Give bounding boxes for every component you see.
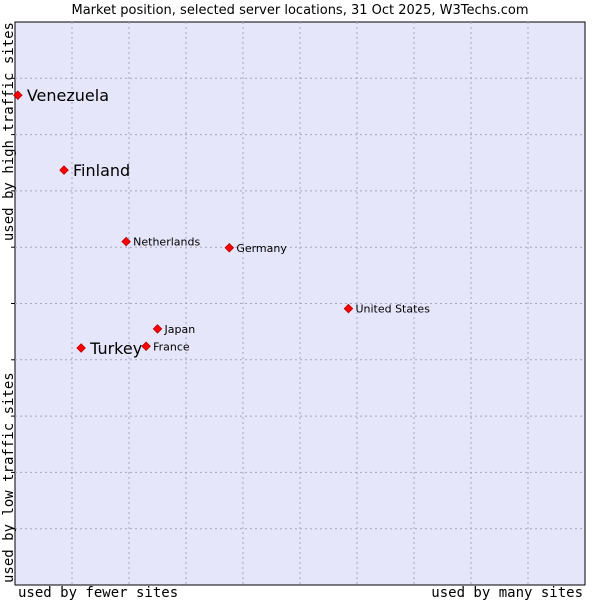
x-axis-label-right: used by many sites xyxy=(431,585,583,600)
x-axis-label-left: used by fewer sites xyxy=(18,585,178,600)
point-label-netherlands: Netherlands xyxy=(133,236,200,249)
point-label-turkey: Turkey xyxy=(89,339,142,358)
point-netherlands: Netherlands xyxy=(121,236,200,249)
grid-lines xyxy=(11,22,585,585)
point-marker-finland xyxy=(59,165,69,175)
point-label-united-states: United States xyxy=(355,303,430,316)
y-axis-label-bottom: used by low traffic sites xyxy=(1,372,17,583)
point-marker-germany xyxy=(224,242,235,253)
chart-title: Market position, selected server locatio… xyxy=(71,3,528,18)
point-marker-united-states xyxy=(343,303,354,314)
point-label-germany: Germany xyxy=(236,242,287,255)
point-venezuela: Venezuela xyxy=(13,86,109,105)
data-points: Venezuela Finland Netherlands Germany United… xyxy=(13,86,430,358)
point-germany: Germany xyxy=(224,242,287,255)
point-turkey: Turkey xyxy=(76,339,142,358)
point-marker-venezuela xyxy=(13,90,23,100)
point-label-france: France xyxy=(153,340,190,353)
point-finland: Finland xyxy=(59,161,130,180)
point-france: France xyxy=(141,340,190,353)
point-united-states: United States xyxy=(343,303,430,316)
point-marker-france xyxy=(141,341,151,352)
point-label-venezuela: Venezuela xyxy=(27,86,109,105)
point-label-finland: Finland xyxy=(73,161,130,180)
point-japan: Japan xyxy=(152,323,196,336)
y-axis-label-top: used by high traffic sites xyxy=(1,22,17,241)
point-marker-japan xyxy=(152,324,163,334)
point-marker-turkey xyxy=(76,343,86,353)
point-marker-netherlands xyxy=(121,236,131,247)
point-label-japan: Japan xyxy=(164,323,196,336)
